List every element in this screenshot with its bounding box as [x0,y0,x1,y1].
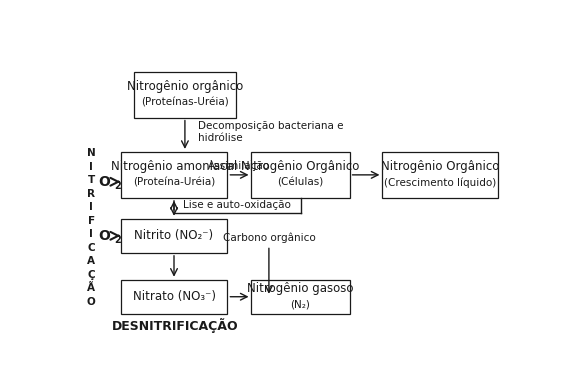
Text: Nitrogênio amoniacal: Nitrogênio amoniacal [111,160,237,173]
Text: (Crescimento líquido): (Crescimento líquido) [384,177,497,188]
Text: T: T [88,175,95,185]
Bar [252,279,350,314]
Bar [120,152,227,198]
Text: Nitrogênio orgânico: Nitrogênio orgânico [127,80,243,93]
Bar [120,279,227,314]
Text: I: I [90,229,93,239]
Text: I: I [90,162,93,172]
Text: O: O [99,229,110,243]
Text: Nitrato (NO₃⁻): Nitrato (NO₃⁻) [132,290,216,303]
Bar [382,152,498,198]
Text: Ç: Ç [87,270,95,280]
Text: Lise e auto-oxidação: Lise e auto-oxidação [184,200,291,210]
Text: R: R [87,189,95,199]
Text: Nitrogênio Orgânico: Nitrogênio Orgânico [381,160,499,173]
Text: 2: 2 [114,235,120,245]
Text: I: I [90,202,93,212]
Bar [120,219,227,253]
Text: O: O [87,297,96,307]
Text: O: O [99,175,110,189]
Text: Decomposição bacteriana e
hidrólise: Decomposição bacteriana e hidrólise [198,121,343,142]
Text: Nitrogênio Orgânico: Nitrogênio Orgânico [242,160,360,173]
Bar [133,71,236,118]
Text: F: F [88,216,95,226]
Text: Nitrito (NO₂⁻): Nitrito (NO₂⁻) [135,229,213,242]
Text: (Proteína-Uréia): (Proteína-Uréia) [133,177,215,187]
Text: A: A [87,256,95,266]
Text: (Células): (Células) [278,177,324,187]
Text: Assimilação: Assimilação [208,161,270,171]
Text: (Proteínas-Uréia): (Proteínas-Uréia) [141,97,229,107]
Text: C: C [87,243,95,253]
Text: 2: 2 [114,181,120,191]
Text: Carbono orgânico: Carbono orgânico [222,233,315,243]
Text: DESNITRIFICAÇÃO: DESNITRIFICAÇÃO [112,318,238,333]
Text: N: N [87,148,96,158]
Bar [252,152,350,198]
Text: (N₂): (N₂) [291,299,310,309]
Text: Ã: Ã [87,283,95,293]
Text: Nitrogênio gasoso: Nitrogênio gasoso [247,282,354,295]
